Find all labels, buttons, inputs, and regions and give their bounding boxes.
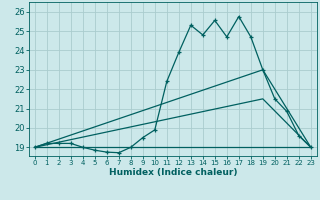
X-axis label: Humidex (Indice chaleur): Humidex (Indice chaleur) [108,168,237,177]
